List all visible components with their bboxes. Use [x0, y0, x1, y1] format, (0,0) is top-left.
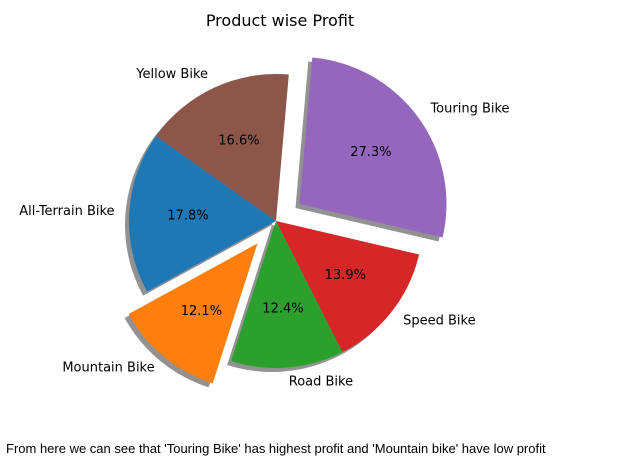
pie-svg: 27.3% Touring Bike 13.9% Speed Bike 12.4% Roa…: [19, 57, 510, 390]
footnote-text: From here we can see that 'Touring Bike'…: [6, 441, 546, 456]
pie-slice-all-terrain-bike: [129, 136, 276, 292]
category-label-road-bike: Road Bike: [289, 375, 353, 390]
pct-label-touring-bike: 27.3%: [350, 145, 391, 160]
category-label-all-terrain-bike: All-Terrain Bike: [19, 204, 114, 219]
pct-label-all-terrain-bike: 17.8%: [167, 208, 208, 223]
pct-label-road-bike: 12.4%: [262, 301, 303, 316]
category-label-touring-bike: Touring Bike: [429, 102, 509, 117]
pct-label-mountain-bike: 12.1%: [181, 304, 222, 319]
pie-slice-touring-bike: [299, 57, 447, 238]
category-label-yellow-bike: Yellow Bike: [135, 67, 208, 82]
pie-slice-mountain-bike: [128, 243, 258, 384]
slices: [128, 57, 447, 384]
pie-slice-speed-bike: [276, 221, 420, 353]
pie-chart: Product wise Profit 27.3% Touring Bike 13.…: [19, 11, 510, 390]
pie-slice-yellow-bike: [156, 74, 289, 221]
pct-label-speed-bike: 13.9%: [325, 268, 366, 283]
pie-slice-road-bike: [231, 221, 343, 369]
pct-label-yellow-bike: 16.6%: [218, 133, 259, 148]
category-label-speed-bike: Speed Bike: [403, 313, 475, 328]
slice-labels: 27.3% Touring Bike 13.9% Speed Bike 12.4% Roa…: [19, 67, 509, 390]
chart-title: Product wise Profit: [205, 11, 355, 30]
category-label-mountain-bike: Mountain Bike: [62, 361, 154, 376]
